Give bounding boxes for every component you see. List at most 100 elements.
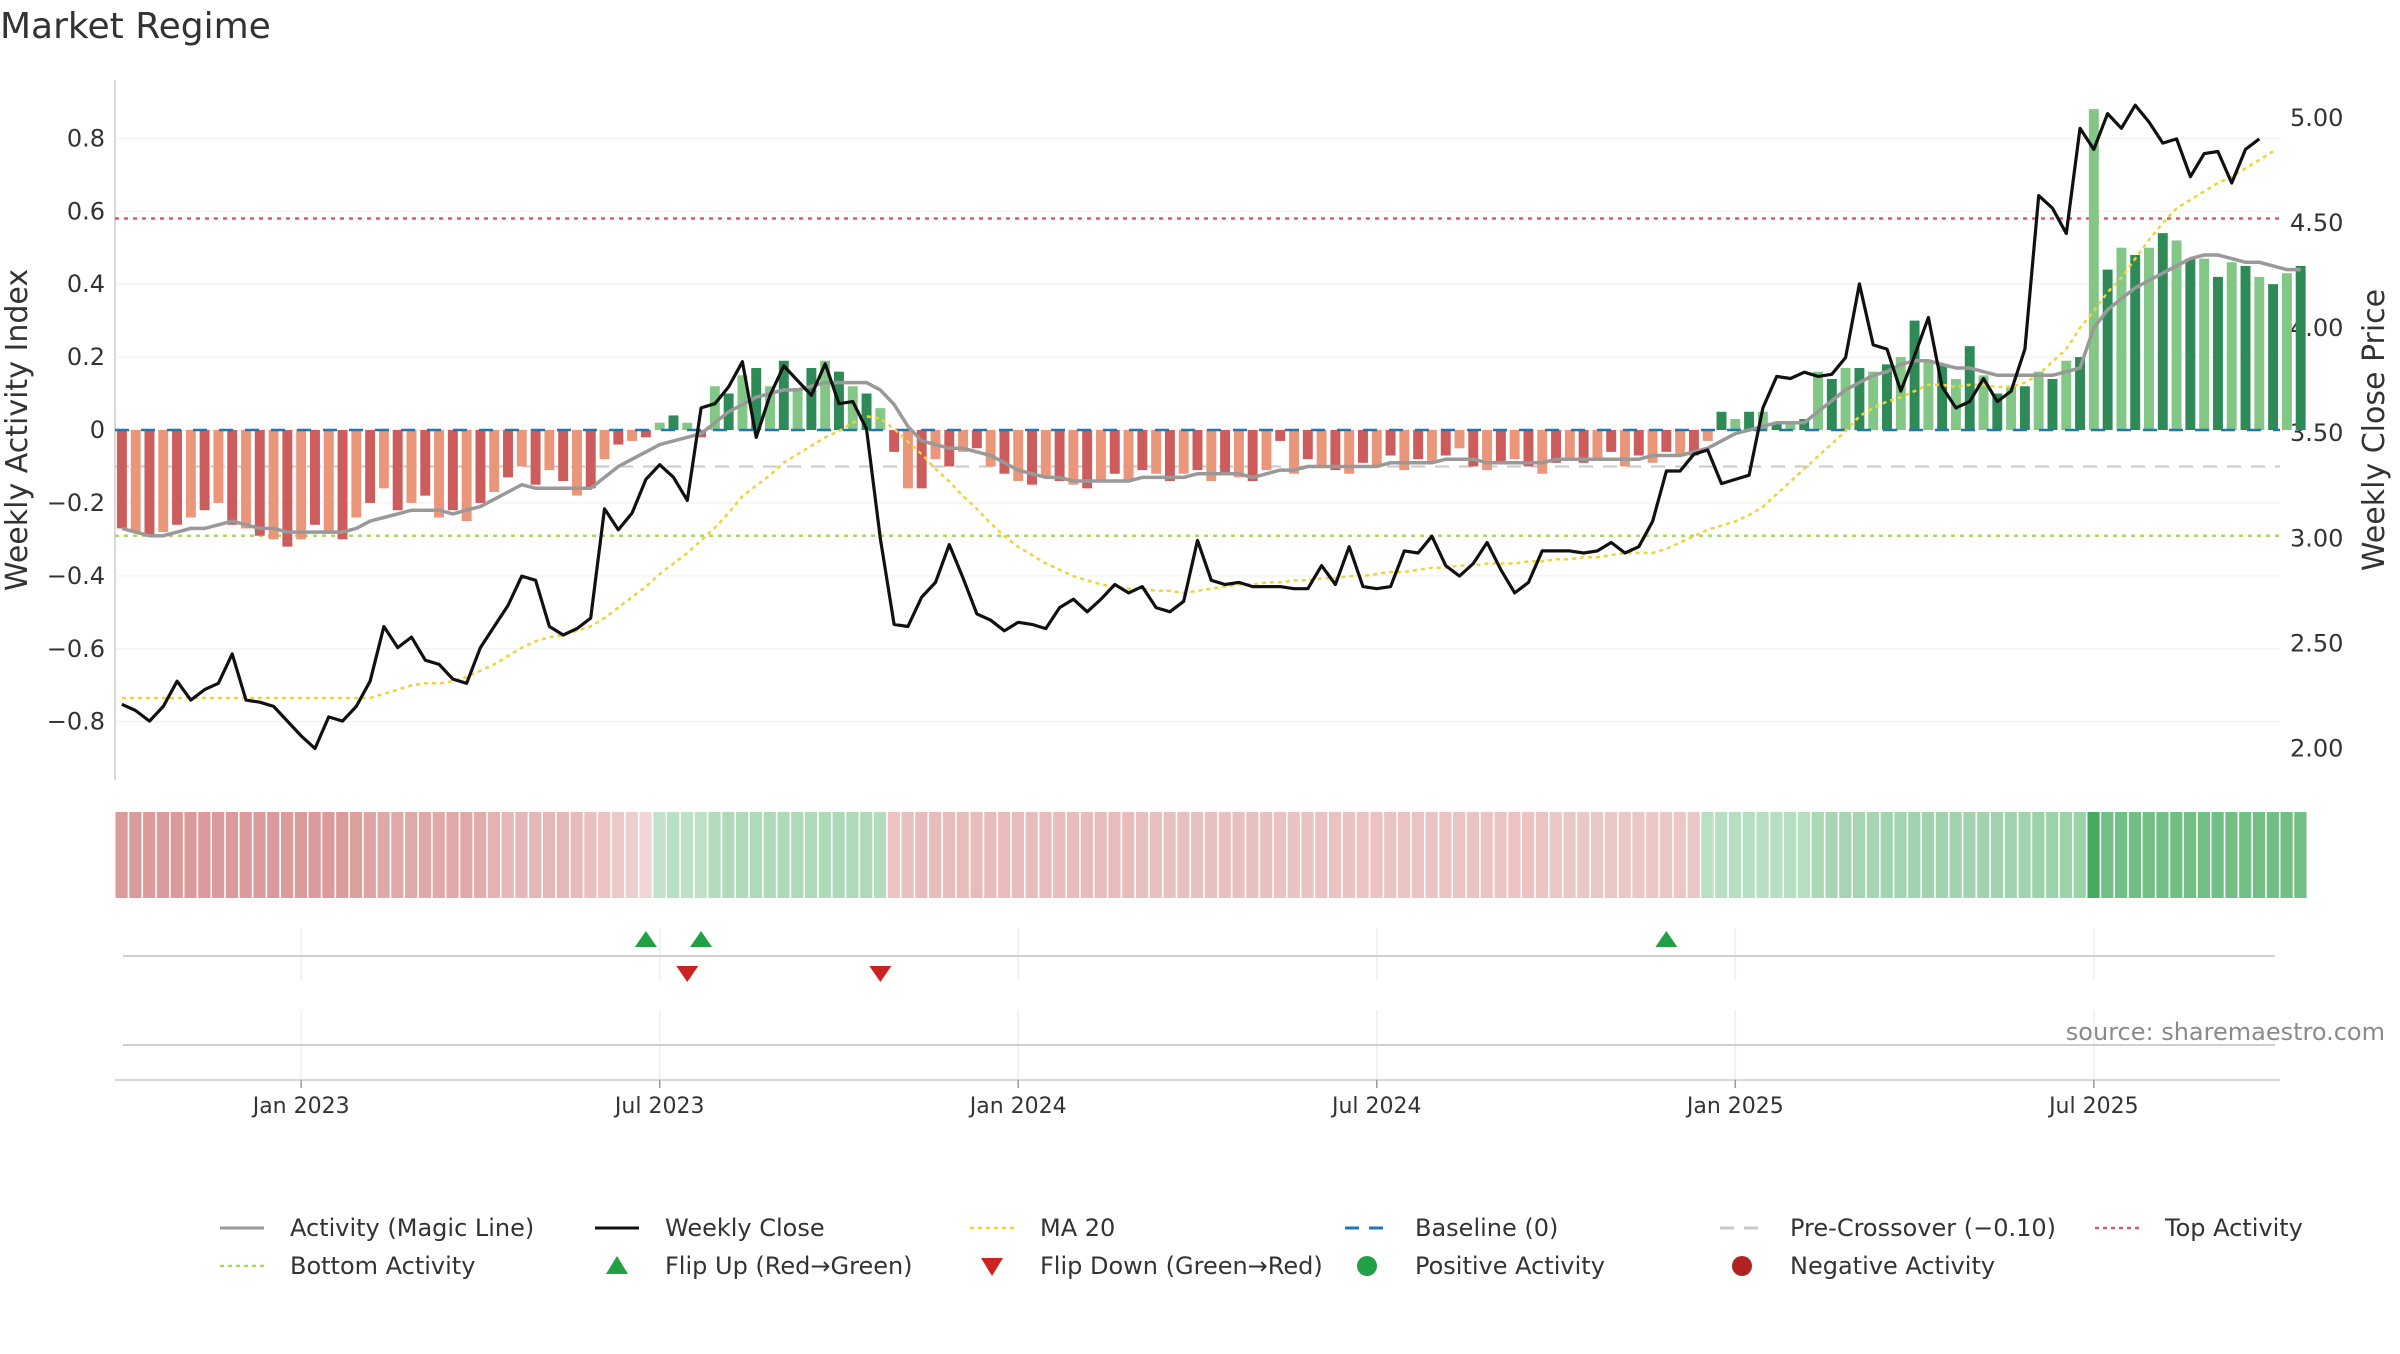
activity-bar [958,430,969,452]
flip-up-marker [690,931,713,947]
activity-bar [337,430,348,540]
activity-bar [861,393,872,430]
activity-bar [1164,430,1175,482]
regime-strip-cell [2211,812,2224,898]
activity-bar [2019,386,2030,430]
regime-strip-cell [1742,812,1755,898]
regime-strip-cell [1880,812,1893,898]
activity-bar [585,430,596,489]
regime-strip-cell [2018,812,2031,898]
regime-strip-cell [1811,812,1824,898]
activity-bar [916,430,927,489]
activity-bar [2281,273,2292,430]
regime-strip-cell [1921,812,1935,898]
activity-bar [558,430,569,482]
activity-bar [2254,276,2265,430]
activity-bar [1206,430,1217,482]
regime-strip-cell [1839,812,1852,898]
regime-strip-cell [336,812,349,898]
legend-item: Activity (Magic Line) [220,1214,534,1242]
regime-strip-cell [556,812,569,898]
regime-strip-cell [515,812,528,898]
regime-strip-cell [970,812,983,898]
regime-strip-cell [280,812,294,898]
activity-bar [1523,430,1534,467]
legend-label: Flip Up (Red→Green) [665,1252,913,1280]
legend-label: Weekly Close [665,1214,825,1242]
activity-bar [765,386,775,430]
regime-strip-cell [1535,812,1549,898]
activity-bar [1302,430,1313,460]
y-right-tick-label: 5.00 [2290,104,2343,132]
activity-bar [2061,360,2072,430]
regime-strip-cell [1246,812,1259,898]
activity-bar [1027,430,1037,485]
activity-bar [130,430,141,533]
activity-bar [1261,430,1272,471]
regime-strip-cell [460,812,473,898]
activity-bar [1992,393,2003,430]
activity-bar [1744,411,1755,430]
regime-strip-cell [1370,812,1383,898]
activity-bar [254,430,265,536]
legend-label: Flip Down (Green→Red) [1040,1252,1323,1280]
regime-strip-cell [598,812,611,898]
regime-strip-cell [2294,812,2307,898]
legend-item: Pre-Crossover (−0.10) [1720,1214,2056,1242]
activity-bar [1895,357,1906,430]
regime-strip-cell [474,812,487,898]
activity-bar [1633,430,1644,456]
regime-strip-cell [2252,812,2266,898]
activity-bar [1371,430,1382,467]
regime-strip-cell [170,812,183,898]
x-tick-label: Jan 2023 [251,1094,350,1119]
activity-bar [1495,430,1506,463]
activity-bar [2295,265,2306,430]
activity-bar [1882,364,1892,430]
regime-strip-cell [915,812,928,898]
regime-strip-cell [722,812,735,898]
regime-strip-cell [1273,812,1287,898]
regime-strip-cell [1715,812,1728,898]
regime-strip-cell [1990,812,2004,898]
regime-strip-cell [1784,812,1797,898]
y-left-tick-label: 0.4 [67,270,105,298]
activity-bar [1054,430,1065,482]
regime-strip-cell [2197,812,2210,898]
y-left-axis-label: Weekly Activity Index [0,269,35,591]
activity-bar [820,360,831,430]
y-right-axis-label: Weekly Close Price [2357,289,2392,571]
chart-title: Market Regime [0,6,271,47]
y-left-tick-label: −0.8 [47,708,105,736]
activity-bar [902,430,913,489]
activity-bar [709,386,720,430]
regime-strip-cell [2225,812,2238,898]
activity-bar [1730,419,1741,430]
activity-bar [654,422,665,430]
activity-bar [116,430,127,529]
activity-bar [1275,430,1286,441]
activity-bar [2033,371,2044,430]
activity-bar [420,430,431,496]
activity-bar [985,430,996,467]
activity-bar [2185,258,2196,430]
activity-bar [1937,364,1948,430]
regime-strip-cell [1287,812,1300,898]
y-left-tick-label: −0.2 [47,489,105,517]
activity-bar [627,430,638,441]
activity-bar [1978,375,1989,430]
regime-strip-cell [1770,812,1783,898]
regime-strip-cell [2046,812,2059,898]
activity-bar [351,430,362,518]
regime-strip-cell [584,812,597,898]
regime-strip-cell [1618,812,1631,898]
regime-strip-cell [1494,812,1507,898]
activity-bar [1840,368,1851,430]
regime-strip-cell [2115,812,2128,898]
regime-strip-cell [570,812,583,898]
regime-strip-cell [929,812,942,898]
legend-item: Top Activity [2095,1214,2303,1242]
regime-strip-cell [294,812,307,898]
legend-item: Baseline (0) [1345,1214,1558,1242]
